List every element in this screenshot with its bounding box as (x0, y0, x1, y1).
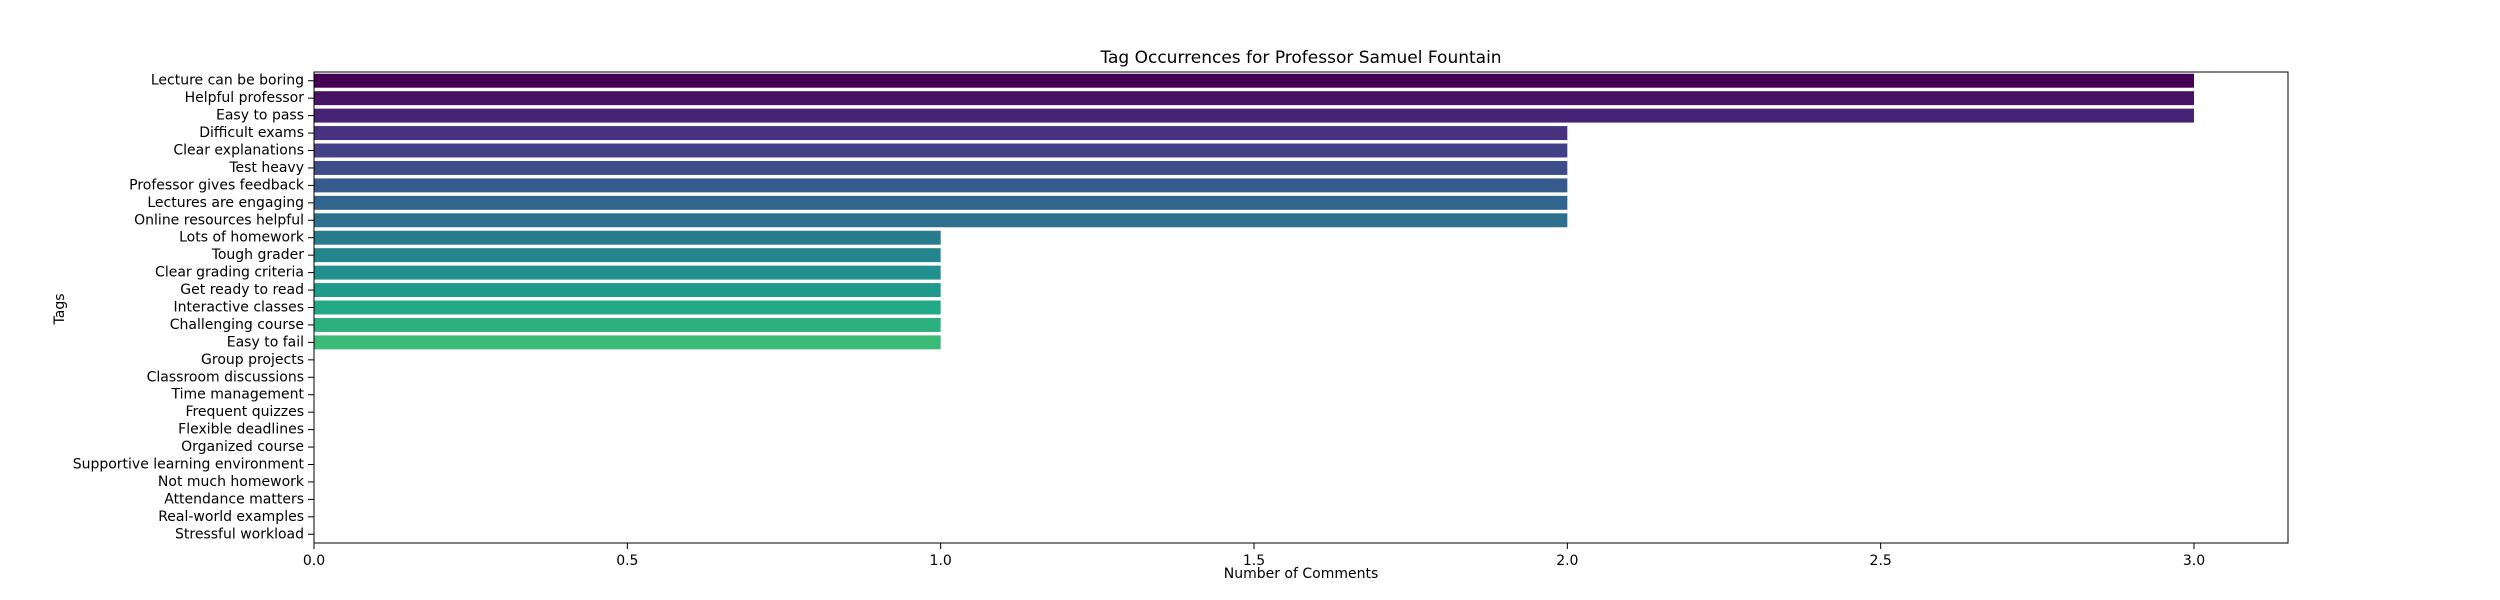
x-tick-label: 1.5 (1243, 553, 1265, 569)
y-tick-label: Test heavy (228, 160, 304, 176)
y-tick-label: Time management (171, 387, 305, 403)
bar (314, 195, 1568, 210)
y-tick-label: Lots of homework (179, 230, 305, 246)
y-tick-label: Flexible deadlines (178, 422, 304, 438)
y-tick-label: Group projects (201, 352, 304, 368)
bar (314, 335, 941, 350)
bar (314, 160, 1568, 175)
bar (314, 213, 1568, 228)
bar (314, 143, 1568, 158)
bar (314, 248, 941, 263)
y-tick-label: Organized course (181, 439, 304, 455)
y-tick-label: Get ready to read (180, 282, 304, 298)
y-tick-label: Lectures are engaging (147, 195, 304, 211)
y-tick-label: Difficult exams (199, 125, 304, 141)
y-tick-label: Real-world examples (158, 509, 304, 525)
bar (314, 317, 941, 332)
y-tick-label: Stressful workload (175, 526, 304, 542)
x-tick-label: 1.0 (930, 553, 952, 569)
y-tick-label: Clear grading criteria (155, 265, 304, 281)
y-tick-label: Attendance matters (164, 491, 304, 507)
y-tick-label: Easy to fail (227, 334, 304, 350)
bar (314, 91, 2194, 106)
y-tick-label: Classroom discussions (147, 369, 304, 385)
y-tick-label: Clear explanations (173, 143, 304, 159)
x-axis-label: Number of Comments (1224, 566, 1379, 582)
bars-layer (314, 73, 2194, 350)
chart-title: Tag Occurrences for Professor Samuel Fou… (1099, 48, 1501, 68)
x-tick-label: 0.0 (303, 553, 325, 569)
y-tick-label: Not much homework (158, 474, 305, 490)
y-axis-label: Tags (52, 294, 68, 326)
bar (314, 108, 2194, 123)
bar (314, 73, 2194, 88)
y-tick-label: Challenging course (170, 317, 304, 333)
bar (314, 283, 941, 298)
bar (314, 126, 1568, 141)
y-tick-label: Supportive learning environment (73, 457, 305, 473)
bar (314, 265, 941, 280)
bar (314, 178, 1568, 193)
x-tick-labels: 0.0 0.5 1.0 1.5 2.0 2.5 3.0 (303, 543, 2205, 569)
y-tick-label: Tough grader (211, 247, 305, 263)
y-tick-label: Easy to pass (216, 108, 304, 124)
bar (314, 300, 941, 315)
y-tick-label: Frequent quizzes (185, 404, 304, 420)
y-tick-label: Online resources helpful (134, 212, 304, 228)
x-tick-label: 2.5 (1870, 553, 1892, 569)
x-tick-label: 2.0 (1556, 553, 1578, 569)
y-tick-label: Interactive classes (173, 300, 304, 316)
y-tick-label: Helpful professor (185, 90, 305, 106)
y-tick-label: Professor gives feedback (129, 177, 305, 193)
x-tick-label: 3.0 (2183, 553, 2205, 569)
x-tick-label: 0.5 (616, 553, 638, 569)
y-tick-label: Lecture can be boring (151, 73, 304, 89)
bar (314, 230, 941, 245)
